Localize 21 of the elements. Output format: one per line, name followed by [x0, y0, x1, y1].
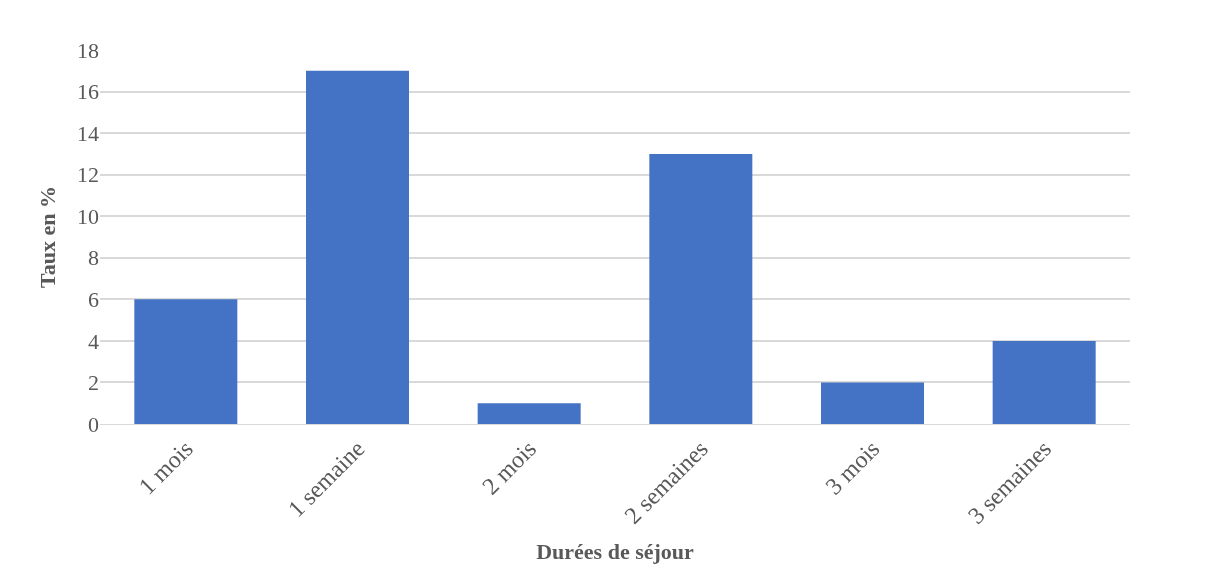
bar: [992, 340, 1096, 424]
y-tick-label: 16: [77, 79, 99, 105]
bar: [649, 153, 753, 424]
y-tick-label: 14: [77, 120, 99, 146]
x-tick-label: 1 mois: [133, 435, 198, 500]
y-tick-label: 0: [88, 411, 99, 437]
x-axis-title: Durées de séjour: [536, 538, 695, 564]
y-tick-label: 8: [88, 245, 99, 271]
bar: [306, 70, 409, 424]
x-tick-label: 2 mois: [477, 435, 542, 500]
bar: [821, 382, 924, 424]
y-tick-label: 18: [77, 37, 99, 63]
y-tick-label: 6: [88, 287, 99, 313]
y-tick-label: 10: [77, 203, 99, 229]
bar: [477, 403, 581, 424]
y-tick-label: 12: [77, 162, 99, 188]
bar: [134, 299, 238, 424]
y-tick-label: 2: [88, 370, 99, 396]
y-tick-label: 4: [88, 328, 99, 354]
x-tick-label: 3 mois: [820, 435, 885, 500]
y-axis-title: Taux en %: [34, 186, 60, 288]
